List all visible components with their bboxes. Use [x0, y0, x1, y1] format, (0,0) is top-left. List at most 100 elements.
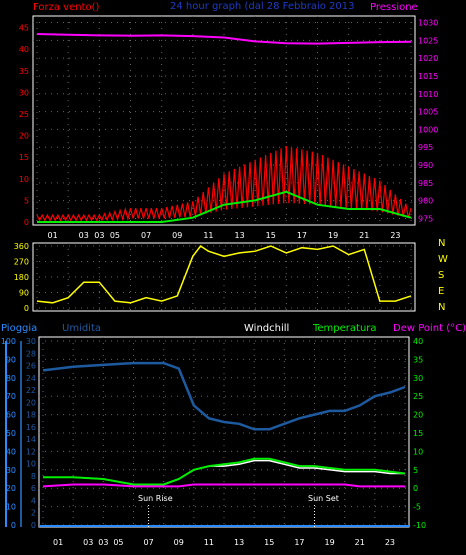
wind-gust-line — [36, 145, 412, 222]
temp-y-tick: -5 — [413, 503, 421, 512]
graph-title: 24 hour graph (dal 28 Febbraio 2013 — [170, 1, 355, 12]
rain-y-tick: 20 — [26, 398, 36, 407]
humidity-y-tick: 80 — [6, 374, 16, 383]
direction-y-tick: 90 — [19, 289, 29, 298]
pressure-y-tick: 1000 — [418, 125, 438, 134]
wind-y-tick: 25 — [19, 110, 29, 119]
temp-y-tick: 15 — [413, 429, 423, 438]
wind-x-tick: 15 — [266, 231, 276, 240]
wind-y-tick: 20 — [19, 132, 29, 141]
wind-y-tick: 15 — [19, 153, 29, 162]
humidity-panel-ticks: 0102030405060708090100024681012141618202… — [1, 337, 426, 547]
rain-y-tick: 8 — [31, 472, 36, 481]
dewpoint-line — [42, 483, 405, 488]
rain-label: Pioggia — [1, 323, 37, 334]
humidity-panel-series — [39, 361, 409, 527]
humidity-y-tick: 30 — [6, 466, 16, 475]
rain-y-tick: 14 — [26, 435, 36, 444]
wind-x-tick: 09 — [172, 231, 182, 240]
humidity-y-tick: 40 — [6, 447, 16, 456]
time-x-tick: 21 — [355, 538, 365, 547]
time-x-tick: 09 — [174, 538, 184, 547]
pressure-y-tick: 990 — [418, 161, 433, 170]
wind-panel-grid — [33, 16, 415, 225]
temp-y-tick: 25 — [413, 392, 423, 401]
wind-x-tick: 23 — [390, 231, 400, 240]
rain-y-tick: 6 — [31, 484, 36, 493]
wind-x-tick: 17 — [297, 231, 307, 240]
rain-y-tick: 2 — [31, 509, 36, 518]
temp-y-tick: 20 — [413, 411, 423, 420]
sunrise-label: Sun Rise — [138, 494, 173, 503]
wind-avg-line — [37, 190, 412, 223]
wind-x-tick: 19 — [328, 231, 338, 240]
direction-panel-series — [36, 244, 412, 304]
rain-y-tick: 4 — [31, 496, 36, 505]
rain-y-tick: 30 — [26, 337, 36, 346]
temp-y-tick: 30 — [413, 374, 423, 383]
pressure-line — [36, 33, 412, 45]
temp-y-tick: 40 — [413, 337, 423, 346]
temp-y-tick: 35 — [413, 355, 423, 364]
dewpoint-label: Dew Point (°C) — [393, 323, 466, 334]
compass-letter: E — [438, 286, 444, 297]
wind-x-tick: 13 — [234, 231, 244, 240]
humidity-y-tick: 70 — [6, 392, 16, 401]
humidity-y-tick: 100 — [1, 337, 16, 346]
direction-y-tick: 180 — [14, 273, 29, 282]
temp-y-tick: 0 — [413, 484, 418, 493]
humidity-label: Umidita — [62, 323, 101, 334]
wind-x-tick: 11 — [203, 231, 213, 240]
time-x-tick: 05 — [113, 538, 123, 547]
wind-y-tick: 0 — [24, 218, 29, 227]
wind-title: Forza vento() — [33, 2, 100, 13]
pressure-y-tick: 985 — [418, 179, 433, 188]
time-x-tick: 13 — [234, 538, 244, 547]
rain-y-tick: 22 — [26, 386, 36, 395]
time-x-tick: 03 — [98, 538, 108, 547]
humidity-y-tick: 10 — [6, 503, 16, 512]
temp-y-tick: 10 — [413, 447, 423, 456]
sun-markers — [148, 505, 315, 527]
rain-y-tick: 26 — [26, 362, 36, 371]
pressure-y-tick: 1025 — [418, 36, 438, 45]
compass-letter: N — [438, 302, 445, 313]
wind-x-tick: 05 — [110, 231, 120, 240]
pressure-y-tick: 1030 — [418, 19, 438, 28]
direction-y-tick: 270 — [14, 258, 29, 267]
rain-y-tick: 0 — [31, 521, 36, 530]
pressure-y-tick: 980 — [418, 197, 433, 206]
wind-panel-ticks: 0510152025303540459759809859909951000100… — [19, 19, 439, 240]
direction-panel-grid — [33, 243, 415, 311]
temp-y-tick: 5 — [413, 466, 418, 475]
wind-x-tick: 01 — [47, 231, 57, 240]
humidity-y-tick: 20 — [6, 484, 16, 493]
wind-y-tick: 10 — [19, 175, 29, 184]
pressure-y-tick: 995 — [418, 143, 433, 152]
wind-x-tick: 03 — [94, 231, 104, 240]
pressure-title: Pressione — [370, 2, 418, 13]
time-x-tick: 11 — [204, 538, 214, 547]
humidity-line — [42, 361, 406, 431]
direction-y-tick: 0 — [24, 304, 29, 313]
time-x-tick: 23 — [385, 538, 395, 547]
compass-letter: S — [438, 270, 444, 281]
wind-panel-series — [36, 33, 412, 223]
pressure-y-tick: 1020 — [418, 54, 438, 63]
temp-y-tick: -10 — [413, 521, 426, 530]
pressure-y-tick: 1015 — [418, 72, 438, 81]
time-x-tick: 07 — [143, 538, 153, 547]
wind-y-tick: 35 — [19, 67, 29, 76]
time-x-tick: 17 — [294, 538, 304, 547]
rain-y-tick: 16 — [26, 423, 36, 432]
wind-x-tick: 21 — [359, 231, 369, 240]
rain-y-tick: 10 — [26, 460, 36, 469]
humidity-y-tick: 60 — [6, 411, 16, 420]
pressure-y-tick: 1005 — [418, 108, 438, 117]
rain-y-tick: 18 — [26, 411, 36, 420]
time-x-tick: 01 — [53, 538, 63, 547]
compass-letter: N — [438, 238, 445, 249]
sunset-label: Sun Set — [308, 494, 339, 503]
